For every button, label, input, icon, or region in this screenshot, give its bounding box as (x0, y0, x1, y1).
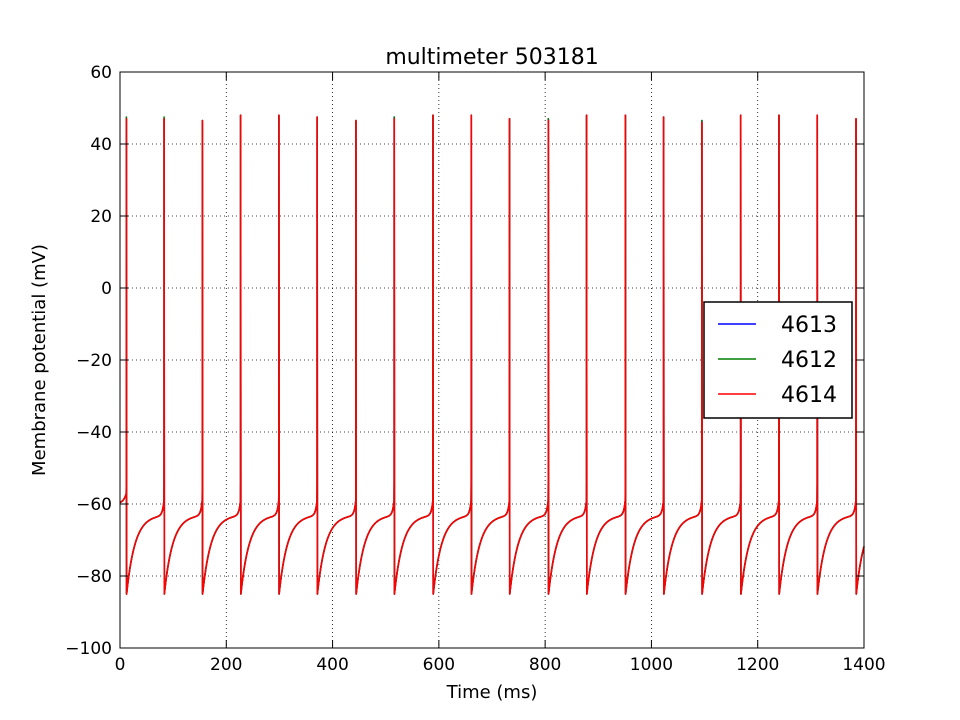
legend-label: 4612 (781, 348, 837, 373)
chart-title: multimeter 503181 (385, 45, 598, 70)
y-tick-label: 40 (90, 135, 112, 155)
y-tick-label: −20 (76, 351, 112, 371)
x-tick-label: 1400 (842, 655, 885, 675)
x-tick-label: 200 (210, 655, 242, 675)
x-tick-label: 1200 (736, 655, 779, 675)
y-axis-label: Membrane potential (mV) (29, 244, 50, 476)
x-tick-label: 1000 (630, 655, 673, 675)
y-tick-label: −100 (65, 639, 112, 659)
x-tick-label: 400 (316, 655, 348, 675)
y-tick-label: −60 (76, 495, 112, 515)
ticks: 0 200 400 600 800 1000 1200 14006040200−20−40−6… (65, 63, 885, 675)
y-tick-label: 0 (101, 279, 112, 299)
series-line-4614 (119, 114, 865, 595)
y-tick-label: 20 (90, 207, 112, 227)
series-layer (119, 114, 865, 595)
y-tick-label: −40 (76, 423, 112, 443)
x-axis-label: Time (ms) (446, 682, 538, 703)
legend-box (703, 301, 853, 419)
y-tick-label: −80 (76, 567, 112, 587)
x-tick-label: 800 (529, 655, 561, 675)
x-tick-label: 600 (423, 655, 455, 675)
legend: 4613 4612 4614 (703, 301, 853, 419)
legend-label: 4613 (781, 313, 837, 338)
legend-label: 4614 (781, 383, 837, 408)
x-tick-label: 0 (115, 655, 126, 675)
y-tick-label: 60 (90, 63, 112, 83)
